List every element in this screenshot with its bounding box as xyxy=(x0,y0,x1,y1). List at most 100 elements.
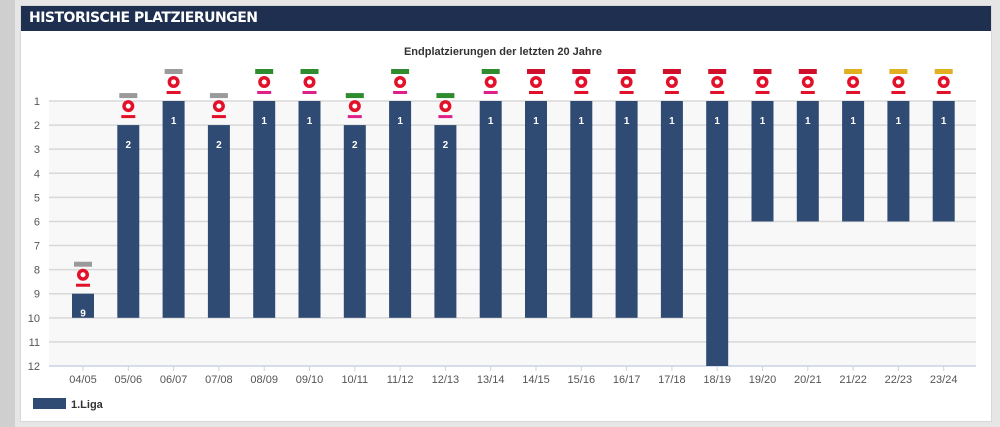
data-label: 1 xyxy=(850,116,856,127)
x-tick-label: 18/19 xyxy=(703,374,731,386)
league-logo-text xyxy=(574,91,589,94)
league-logo-sponsor xyxy=(662,69,681,74)
bar xyxy=(389,101,412,318)
data-label: 1 xyxy=(171,116,177,127)
league-logo-sponsor xyxy=(164,69,183,74)
plot-background xyxy=(49,101,976,366)
data-label: 1 xyxy=(397,116,403,127)
data-label: 1 xyxy=(669,116,675,127)
y-tick-label: 11 xyxy=(29,337,40,349)
bar xyxy=(207,125,230,318)
league-logo-ball-center xyxy=(714,79,720,85)
league-logo-ball-center xyxy=(80,272,86,278)
league-logo-ball-center xyxy=(805,79,811,85)
league-logo-sponsor xyxy=(844,69,863,74)
league-logo-ball-center xyxy=(624,79,630,85)
x-tick-label: 19/20 xyxy=(749,374,777,386)
league-logo-text xyxy=(438,115,453,119)
league-logo-ball-center xyxy=(578,79,584,85)
legend-swatch[interactable] xyxy=(33,398,66,409)
x-tick-label: 10/11 xyxy=(341,374,368,386)
x-tick-label: 16/17 xyxy=(613,374,641,386)
league-logo-sponsor xyxy=(527,69,545,74)
bar xyxy=(479,101,502,318)
league-logo-text xyxy=(755,91,770,94)
league-logo-text xyxy=(121,115,136,119)
bar xyxy=(751,101,774,222)
x-tick-label: 06/07 xyxy=(160,374,188,386)
y-tick-label: 12 xyxy=(28,361,40,373)
bar xyxy=(117,125,140,318)
y-tick-label: 1 xyxy=(34,96,40,108)
league-logo-text xyxy=(483,91,498,94)
league-logo-text xyxy=(800,91,815,94)
league-logo-text xyxy=(664,91,679,94)
data-label: 9 xyxy=(80,309,86,320)
page-side-strip xyxy=(0,0,15,427)
league-logo-sponsor xyxy=(391,69,410,74)
bar xyxy=(615,101,638,318)
chart-title: Endplatzierungen der letzten 20 Jahre xyxy=(404,46,602,58)
league-logo-ball-center xyxy=(488,79,494,85)
x-tick-label: 05/06 xyxy=(115,374,143,386)
x-tick-label: 21/22 xyxy=(839,374,867,386)
x-tick-label: 07/08 xyxy=(205,374,233,386)
league-logo-ball-center xyxy=(669,79,675,85)
league-logo-sponsor xyxy=(74,261,92,267)
league-logo-ball-center xyxy=(171,79,177,85)
league-logo-sponsor xyxy=(934,69,953,74)
data-label: 1 xyxy=(805,116,811,127)
league-logo-sponsor xyxy=(436,93,455,99)
y-tick-label: 3 xyxy=(34,144,40,156)
x-tick-label: 12/13 xyxy=(432,374,460,386)
league-logo-ball-center xyxy=(760,79,765,85)
league-logo-text xyxy=(393,91,408,94)
y-tick-label: 8 xyxy=(34,265,40,277)
bar xyxy=(887,101,910,222)
bar xyxy=(570,101,593,318)
league-logo-ball-center xyxy=(533,79,539,85)
y-tick-label: 6 xyxy=(34,216,40,228)
bar xyxy=(434,125,457,318)
league-logo-sponsor xyxy=(753,69,772,74)
league-logo-sponsor xyxy=(708,69,727,74)
legend-label[interactable]: 1.Liga xyxy=(71,399,104,411)
bar xyxy=(932,101,955,222)
x-tick-label: 04/05 xyxy=(69,374,97,386)
y-tick-label: 5 xyxy=(34,192,40,204)
x-tick-label: 13/14 xyxy=(477,374,505,386)
x-tick-label: 08/09 xyxy=(250,374,278,386)
bar xyxy=(660,101,683,318)
league-logo-text xyxy=(846,91,861,94)
data-label: 1 xyxy=(714,116,720,127)
league-logo-ball-center xyxy=(895,79,901,85)
data-label: 1 xyxy=(261,116,267,127)
data-label: 2 xyxy=(352,140,358,151)
bar xyxy=(525,101,547,318)
league-logo-sponsor xyxy=(617,69,636,74)
league-logo-text xyxy=(76,283,90,287)
data-label: 1 xyxy=(533,116,539,127)
bar xyxy=(706,101,729,366)
league-logo-sponsor xyxy=(481,69,500,74)
league-logo-sponsor xyxy=(798,69,817,74)
league-logo-ball-center xyxy=(216,103,222,109)
league-logo-text xyxy=(166,91,181,94)
x-tick-label: 23/24 xyxy=(930,374,958,386)
x-tick-label: 15/16 xyxy=(568,374,596,386)
league-logo-text xyxy=(211,115,226,119)
league-logo-text xyxy=(891,91,906,94)
league-logo-sponsor xyxy=(889,69,908,74)
y-tick-label: 7 xyxy=(34,241,40,253)
bar xyxy=(72,293,94,318)
data-label: 2 xyxy=(216,140,222,151)
league-logo-sponsor xyxy=(300,69,319,74)
league-logo-text xyxy=(936,91,951,94)
league-logo-ball-center xyxy=(352,103,358,109)
panel-title: HISTORISCHE PLATZIERUNGEN xyxy=(21,6,991,31)
y-tick-label: 9 xyxy=(34,289,40,301)
bar xyxy=(842,101,865,222)
league-logo-ball-center xyxy=(442,103,448,109)
data-label: 1 xyxy=(624,116,630,127)
